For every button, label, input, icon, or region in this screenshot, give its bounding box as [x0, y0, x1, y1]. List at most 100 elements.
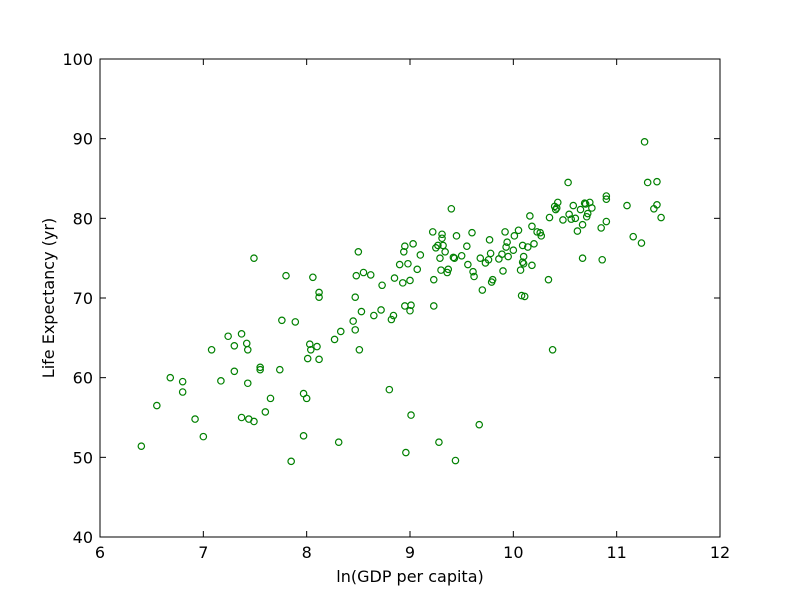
data-point	[359, 268, 368, 277]
data-point	[503, 238, 511, 247]
data-point	[623, 201, 631, 210]
x-tick-label: 11	[606, 543, 626, 562]
data-point	[468, 228, 476, 237]
data-point	[536, 228, 545, 237]
data-point	[551, 205, 560, 214]
data-point	[402, 448, 410, 457]
data-point	[237, 413, 246, 422]
data-points	[137, 138, 665, 466]
data-point	[377, 306, 385, 314]
x-tick-label: 10	[503, 543, 523, 562]
data-point	[404, 259, 412, 268]
data-point	[406, 306, 414, 315]
y-tick-label: 90	[73, 130, 93, 149]
axis-ticks: 6 7 8 9 10 11 12 40 50 60 70 80 90 100	[62, 50, 730, 562]
data-point	[153, 401, 161, 410]
data-point	[330, 335, 339, 344]
data-point	[261, 408, 270, 416]
x-tick-label: 6	[95, 543, 105, 562]
data-point	[389, 311, 398, 320]
data-point	[217, 377, 225, 385]
data-point	[436, 254, 444, 262]
data-point	[514, 226, 523, 235]
data-point	[444, 265, 453, 274]
data-point	[191, 415, 199, 423]
data-point	[178, 377, 187, 386]
data-point	[437, 266, 445, 274]
data-point	[518, 241, 527, 250]
data-point	[352, 271, 361, 280]
data-point	[578, 254, 587, 262]
x-tick-label: 7	[198, 543, 208, 562]
data-point	[573, 227, 582, 235]
data-point	[398, 279, 407, 287]
data-point	[385, 385, 394, 394]
data-point	[313, 342, 321, 351]
data-point	[485, 236, 494, 244]
data-point	[370, 311, 378, 320]
data-point	[256, 365, 264, 374]
y-tick-label: 40	[73, 528, 93, 547]
data-point	[441, 247, 449, 256]
data-point	[516, 266, 525, 274]
data-point	[250, 254, 258, 262]
data-point	[349, 317, 357, 325]
data-point	[282, 271, 290, 280]
data-point	[291, 318, 300, 326]
x-tick-label: 12	[710, 543, 730, 562]
data-point	[256, 363, 264, 372]
data-point	[429, 275, 438, 284]
data-point	[457, 251, 466, 260]
data-point	[598, 255, 607, 264]
data-point	[567, 215, 576, 223]
data-point	[475, 420, 484, 429]
data-point	[137, 442, 146, 450]
data-point	[315, 288, 323, 297]
data-point	[553, 198, 562, 207]
data-point	[299, 432, 308, 440]
data-point	[390, 274, 399, 282]
data-point	[166, 373, 175, 382]
data-point	[207, 345, 216, 354]
data-point	[588, 204, 596, 212]
data-point	[498, 250, 506, 258]
data-point	[355, 345, 364, 354]
data-point	[640, 138, 649, 146]
x-tick-label: 9	[405, 543, 415, 562]
data-point	[544, 275, 553, 284]
data-point	[509, 246, 518, 255]
data-point	[354, 247, 363, 256]
data-point	[401, 242, 409, 251]
data-point	[517, 291, 526, 300]
data-point	[564, 178, 572, 187]
data-point	[305, 340, 314, 349]
data-point	[366, 271, 375, 279]
data-point	[224, 332, 232, 341]
data-point	[552, 204, 561, 212]
data-point	[250, 417, 258, 426]
data-point	[629, 232, 638, 241]
data-point	[243, 379, 252, 388]
data-point	[528, 261, 536, 270]
data-point	[653, 177, 661, 186]
data-point	[266, 394, 275, 403]
data-point	[438, 234, 446, 243]
data-point	[519, 259, 528, 268]
data-point	[581, 200, 590, 208]
data-point	[351, 293, 360, 302]
data-point	[432, 244, 440, 252]
data-point	[565, 210, 573, 219]
data-point	[510, 232, 519, 240]
y-tick-label: 60	[73, 369, 93, 388]
data-point	[571, 214, 580, 223]
data-point	[378, 281, 386, 290]
data-point	[488, 275, 497, 284]
data-point	[387, 315, 396, 324]
data-point	[336, 327, 345, 336]
data-point	[602, 192, 611, 200]
data-point	[528, 222, 536, 231]
data-point	[409, 240, 417, 248]
data-point	[429, 302, 438, 310]
data-point	[523, 243, 532, 251]
